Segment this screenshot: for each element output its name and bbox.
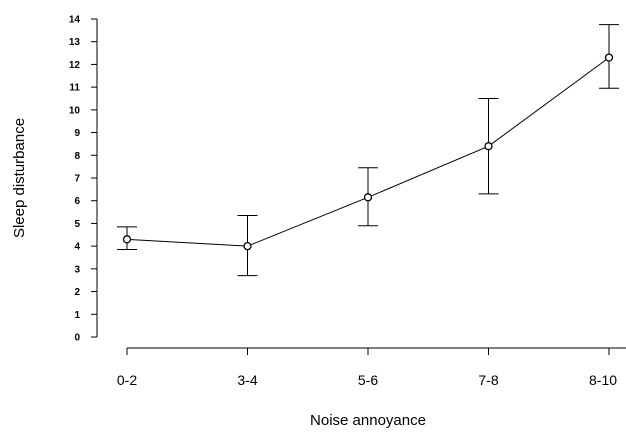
y-tick-label: 6 xyxy=(74,196,80,207)
x-tick-label-7-8: 7-8 xyxy=(478,372,498,388)
y-tick-label: 12 xyxy=(69,60,81,71)
data-point-7-8 xyxy=(484,142,493,151)
y-tick-label: 9 xyxy=(74,128,80,139)
y-tick-label: 1 xyxy=(74,310,80,321)
x-tick-label-5-6: 5-6 xyxy=(358,372,378,388)
data-point-8-10 xyxy=(604,53,614,62)
x-tick-label-8-10: 8-10 xyxy=(589,372,617,388)
y-tick-label: 10 xyxy=(69,105,81,116)
y-tick-label: 5 xyxy=(74,219,80,230)
data-point-5-6 xyxy=(363,193,373,202)
x-tick-label-0-2: 0-2 xyxy=(117,372,137,388)
y-tick-label: 14 xyxy=(69,15,81,26)
y-tick-label: 3 xyxy=(74,264,80,275)
data-point-3-4 xyxy=(243,241,252,251)
y-tick-label: 7 xyxy=(74,174,80,185)
x-axis-title: Noise annoyance xyxy=(310,412,426,429)
plot-area xyxy=(117,24,619,277)
x-tick-label-3-4: 3-4 xyxy=(237,372,257,388)
x-axis: 0-2 3-4 5-6 7-8 8-10 xyxy=(117,347,626,388)
y-tick-label: 4 xyxy=(74,242,80,253)
y-tick-label: 0 xyxy=(74,333,80,344)
data-point-0-2 xyxy=(122,235,132,244)
y-tick-label: 2 xyxy=(74,287,80,298)
y-tick-label: 11 xyxy=(69,83,80,94)
y-tick-label: 8 xyxy=(74,151,80,162)
y-axis-title: Sleep disturbance xyxy=(11,118,28,238)
y-tick-label: 13 xyxy=(69,37,81,48)
